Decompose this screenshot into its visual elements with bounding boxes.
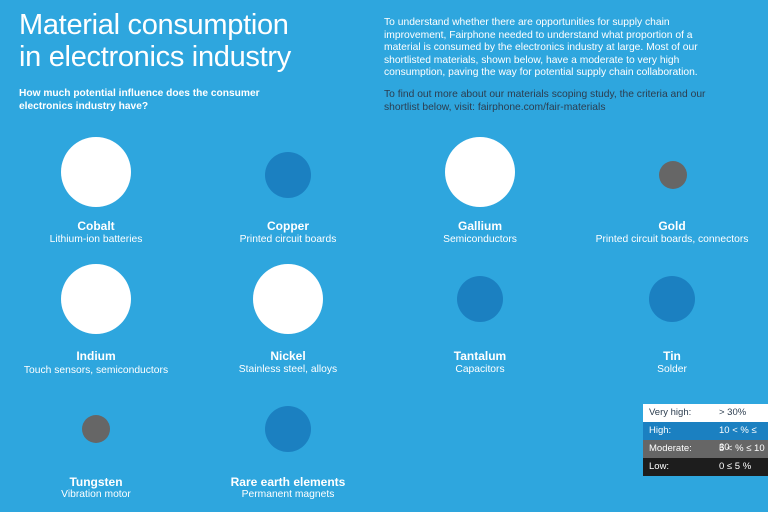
legend-label: High:	[649, 425, 672, 436]
material-name-tin: Tin	[663, 349, 681, 363]
legend-row-high: High: 10 < % ≤ 30	[643, 422, 768, 453]
circle-copper	[265, 152, 311, 198]
material-name-gold: Gold	[658, 219, 686, 233]
circle-tungsten	[82, 415, 110, 443]
title-line-1: Material consumption	[19, 9, 289, 41]
circle-nickel	[253, 264, 323, 334]
circle-tin	[649, 276, 695, 322]
legend-range: 5 < % ≤ 10	[719, 443, 765, 454]
material-use-copper: Printed circuit boards	[239, 234, 337, 245]
legend-row-very-high: Very high: > 30%	[643, 404, 768, 422]
legend: Very high: > 30% High: 10 < % ≤ 30 Moder…	[643, 404, 768, 476]
material-use-nickel: Stainless steel, alloys	[238, 364, 338, 375]
legend-range: 0 ≤ 5 %	[719, 461, 752, 472]
circle-tantalum	[457, 276, 503, 322]
material-name-tantalum: Tantalum	[453, 349, 507, 363]
material-name-gallium: Gallium	[457, 219, 502, 233]
material-name-copper: Copper	[267, 219, 309, 233]
intro-paragraph-2: To find out more about our materials sco…	[384, 88, 706, 113]
legend-label: Moderate:	[649, 443, 692, 454]
material-name-cobalt: Cobalt	[77, 219, 115, 233]
material-name-indium: Indium	[76, 349, 116, 363]
material-name-rare-earth-elements: Rare earth elements	[230, 475, 346, 489]
material-use-tantalum: Capacitors	[455, 364, 505, 375]
page-title: Material consumption in electronics indu…	[19, 9, 379, 73]
material-name-tungsten: Tungsten	[69, 475, 123, 489]
material-name-nickel: Nickel	[270, 349, 306, 363]
circle-gold	[659, 161, 687, 189]
material-use-rare-earth-elements: Permanent magnets	[241, 489, 335, 500]
legend-label: Low:	[649, 461, 670, 472]
legend-row-moderate: Moderate: 5 < % ≤ 10	[643, 440, 768, 458]
circle-indium	[61, 264, 131, 334]
circle-cobalt	[61, 137, 131, 207]
legend-range: > 30%	[719, 407, 747, 418]
title-line-2: in electronics industry	[19, 41, 291, 73]
legend-range: 10 < % ≤ 30	[719, 425, 757, 453]
material-use-gallium: Semiconductors	[443, 234, 517, 245]
material-use-tin: Solder	[657, 364, 687, 375]
material-use-gold: Printed circuit boards, connectors	[595, 234, 749, 245]
material-use-tungsten: Vibration motor	[61, 489, 131, 500]
circle-gallium	[445, 137, 515, 207]
intro-paragraph-1: To understand whether there are opportun…	[384, 17, 698, 79]
material-use-indium: Touch sensors, semiconductors	[23, 365, 169, 376]
intro-text: To understand whether there are opportun…	[384, 17, 729, 123]
circle-rare-earth-elements	[265, 406, 311, 452]
page-subtitle: How much potential influence does the co…	[19, 88, 260, 112]
legend-label: Very high:	[649, 407, 692, 418]
material-use-cobalt: Lithium-ion batteries	[49, 234, 143, 245]
legend-row-low: Low: 0 ≤ 5 %	[643, 458, 768, 476]
